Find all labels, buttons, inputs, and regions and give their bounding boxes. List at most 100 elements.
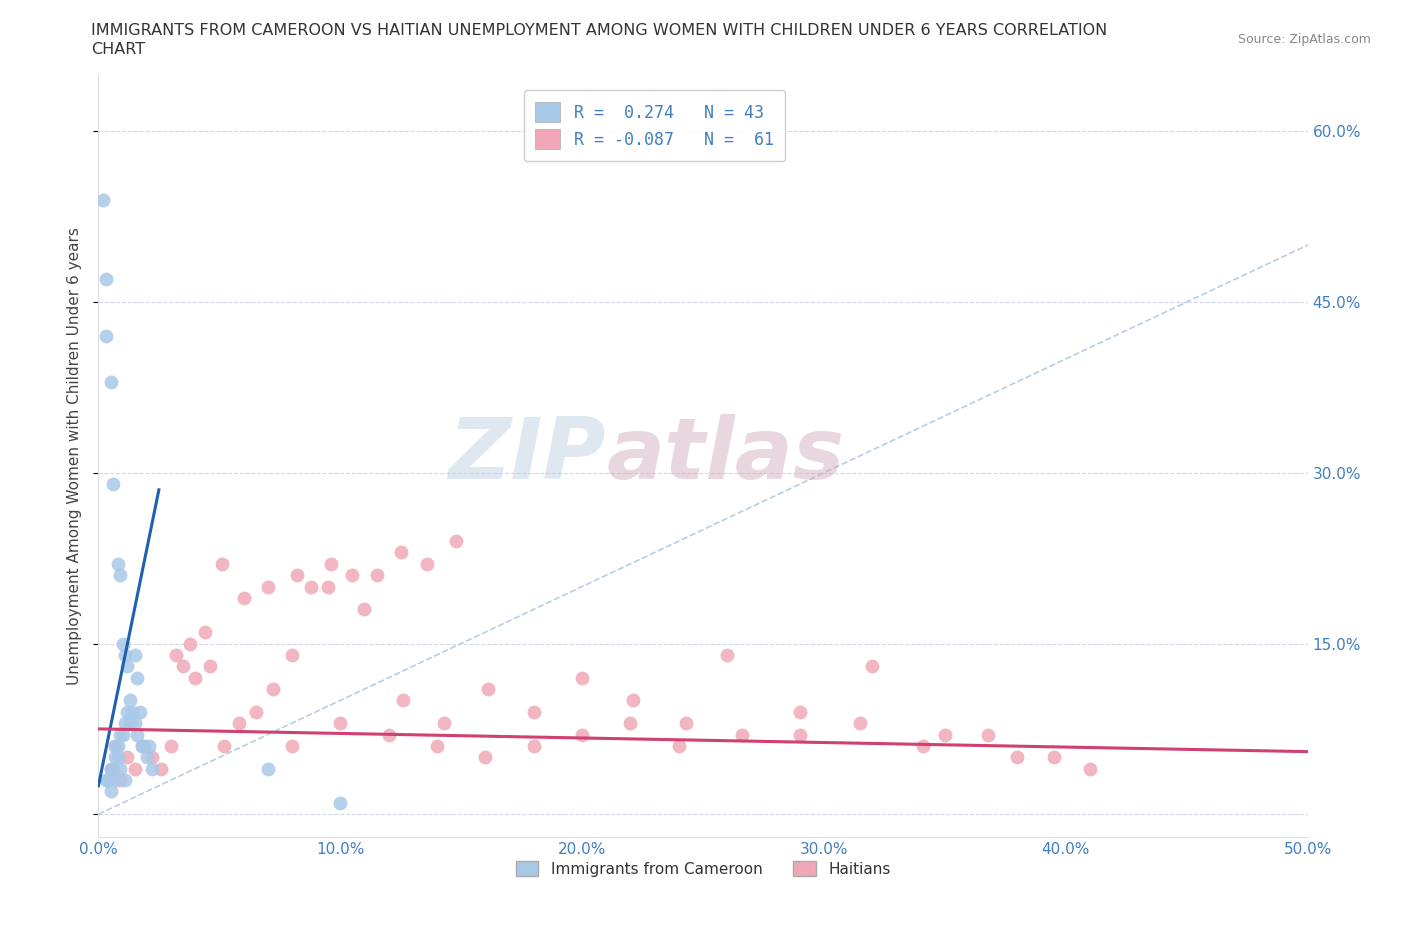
Point (104, 738, 127, 753)
Text: atlas: atlas (606, 414, 845, 498)
Point (731, 727, 754, 742)
Point (619, 716, 641, 731)
Point (101, 477, 124, 492)
Point (245, 704, 267, 719)
Point (138, 738, 160, 753)
Point (184, 671, 207, 685)
Point (117, 704, 139, 719)
Point (141, 762, 163, 777)
Point (101, 762, 124, 777)
Point (342, 568, 364, 583)
Point (131, 738, 153, 753)
Point (433, 716, 456, 731)
Point (416, 556, 439, 571)
Point (104, 773, 127, 788)
Point (849, 716, 872, 731)
Point (114, 647, 136, 662)
Point (446, 534, 468, 549)
Point (107, 556, 129, 571)
Point (124, 716, 146, 731)
Point (977, 727, 1000, 742)
Point (111, 636, 134, 651)
Point (716, 647, 738, 662)
Point (100, 784, 122, 799)
Point (366, 568, 388, 583)
Point (426, 738, 449, 753)
Point (179, 636, 201, 651)
Point (104, 738, 127, 753)
Point (232, 591, 254, 605)
Point (212, 738, 235, 753)
Point (107, 750, 129, 764)
Point (256, 579, 278, 594)
Text: CHART: CHART (91, 42, 145, 57)
Point (860, 658, 883, 673)
Point (474, 750, 496, 764)
Point (392, 693, 415, 708)
Point (285, 568, 308, 583)
Point (172, 658, 194, 673)
Point (934, 727, 956, 742)
Point (91, 193, 114, 207)
Point (121, 704, 143, 719)
Text: IMMIGRANTS FROM CAMEROON VS HAITIAN UNEMPLOYMENT AMONG WOMEN WITH CHILDREN UNDER: IMMIGRANTS FROM CAMEROON VS HAITIAN UNEM… (91, 23, 1108, 38)
Y-axis label: Unemployment Among Women with Children Under 6 years: Unemployment Among Women with Children U… (67, 227, 83, 684)
Point (108, 568, 131, 583)
Point (111, 727, 134, 742)
Point (104, 750, 127, 764)
Text: ZIP: ZIP (449, 414, 606, 498)
Point (256, 762, 278, 777)
Point (131, 738, 153, 753)
Point (571, 727, 593, 742)
Point (150, 762, 173, 777)
Point (789, 704, 811, 719)
Point (127, 671, 149, 685)
Point (299, 579, 322, 594)
Point (134, 738, 156, 753)
Point (194, 625, 217, 640)
Point (94, 773, 117, 788)
Point (165, 647, 187, 662)
Point (135, 750, 157, 764)
Point (329, 716, 352, 731)
Point (571, 671, 593, 685)
Point (1007, 750, 1029, 764)
Point (198, 658, 221, 673)
Point (108, 727, 131, 742)
Point (108, 762, 131, 777)
Point (389, 545, 412, 560)
Point (353, 602, 375, 617)
Point (912, 738, 935, 753)
Point (100, 374, 122, 389)
Point (1078, 762, 1101, 777)
Point (316, 579, 339, 594)
Point (94, 272, 117, 286)
Point (108, 773, 131, 788)
Point (101, 762, 124, 777)
Point (621, 693, 644, 708)
Point (160, 738, 183, 753)
Point (100, 762, 122, 777)
Point (675, 716, 697, 731)
Point (117, 750, 139, 764)
Point (118, 693, 141, 708)
Point (118, 716, 141, 731)
Point (789, 727, 811, 742)
Point (523, 704, 546, 719)
Point (97, 773, 120, 788)
Point (211, 556, 233, 571)
Point (329, 795, 352, 810)
Text: Source: ZipAtlas.com: Source: ZipAtlas.com (1237, 33, 1371, 46)
Point (228, 716, 250, 731)
Point (114, 773, 136, 788)
Point (319, 556, 342, 571)
Point (114, 716, 136, 731)
Point (523, 738, 546, 753)
Point (127, 727, 149, 742)
Point (1042, 750, 1064, 764)
Point (128, 704, 150, 719)
Point (97, 773, 120, 788)
Point (668, 738, 690, 753)
Point (281, 647, 304, 662)
Point (262, 682, 284, 697)
